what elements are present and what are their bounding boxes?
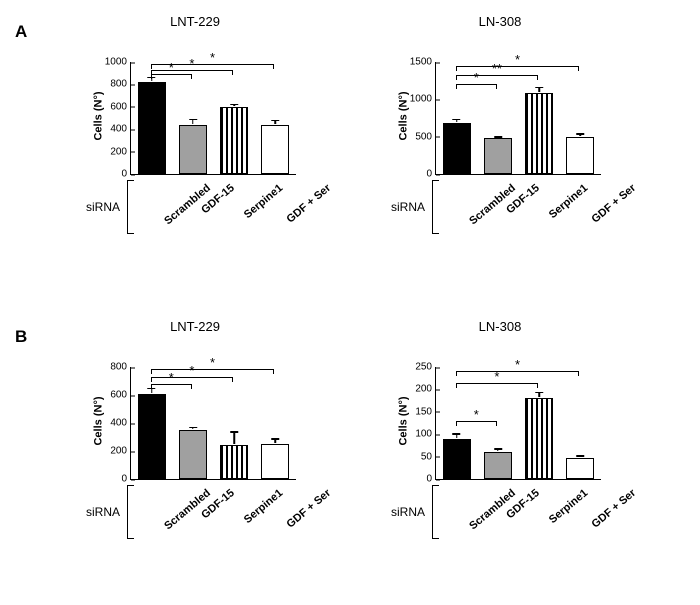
bar-scrambled <box>443 123 471 174</box>
x-tick-label: GDF + Ser <box>590 182 639 226</box>
y-tick: 400 <box>110 418 131 429</box>
y-tick: 200 <box>110 146 131 157</box>
sirna-label: siRNA <box>86 200 120 214</box>
sirna-label: siRNA <box>86 505 120 519</box>
y-tick: 150 <box>415 406 436 417</box>
y-tick: 1000 <box>410 94 436 105</box>
y-tick: 250 <box>415 362 436 373</box>
panel-label-a: A <box>15 22 27 42</box>
chart-title: LN-308 <box>400 14 600 29</box>
bar-scrambled <box>138 82 166 174</box>
chart-title: LN-308 <box>400 319 600 334</box>
y-tick: 600 <box>110 390 131 401</box>
significance-star: * <box>210 356 215 369</box>
chart-title: LNT-229 <box>95 319 295 334</box>
panel-label-b: B <box>15 327 27 347</box>
y-tick: 400 <box>110 124 131 135</box>
sirna-bracket <box>127 485 134 539</box>
chart-B_left: LNT-2290200400600800Cells (N°)ScrambledG… <box>95 335 295 500</box>
bar-gdf-15 <box>484 452 512 479</box>
y-tick: 1500 <box>410 57 436 68</box>
error-bar <box>538 392 540 398</box>
sirna-label: siRNA <box>391 200 425 214</box>
bar-scrambled <box>443 439 471 479</box>
error-bar <box>456 119 458 122</box>
bar-gdf-ser <box>261 444 289 479</box>
significance-star: * <box>474 408 479 421</box>
chart-A_left: LNT-22902004006008001000Cells (N°)Scramb… <box>95 30 295 195</box>
bar-gdf-ser <box>566 458 594 480</box>
y-tick: 0 <box>121 169 131 180</box>
y-tick: 1000 <box>105 57 131 68</box>
y-tick: 800 <box>110 362 131 373</box>
plot-area: 050100150200250 <box>435 367 601 480</box>
significance-star: * <box>515 358 520 371</box>
x-tick-label: Serpine1 <box>547 182 590 221</box>
y-axis-label: Cells (N°) <box>93 91 105 140</box>
y-axis-label: Cells (N°) <box>93 396 105 445</box>
plot-area: 02004006008001000 <box>130 62 296 175</box>
x-tick-label: Serpine1 <box>242 182 285 221</box>
error-bar <box>275 438 277 443</box>
y-tick: 0 <box>121 474 131 485</box>
bar-gdf-15 <box>179 430 207 479</box>
bar-serpine1 <box>525 93 553 174</box>
bar-serpine1 <box>525 398 553 479</box>
significance-star: ** <box>492 62 502 75</box>
sirna-label: siRNA <box>391 505 425 519</box>
sirna-bracket <box>432 180 439 234</box>
y-tick: 0 <box>426 474 436 485</box>
error-bar <box>580 133 582 135</box>
error-bar <box>456 433 458 437</box>
error-bar <box>192 119 194 124</box>
y-axis-label: Cells (N°) <box>398 396 410 445</box>
error-bar <box>580 455 582 456</box>
bar-gdf-15 <box>484 138 512 174</box>
error-bar <box>275 120 277 124</box>
y-tick: 50 <box>421 451 436 462</box>
sirna-bracket <box>432 485 439 539</box>
bar-serpine1 <box>220 445 248 479</box>
error-bar <box>233 431 235 444</box>
significance-star: * <box>515 53 520 66</box>
y-tick: 800 <box>110 79 131 90</box>
error-bar <box>233 104 235 106</box>
x-tick-label: GDF + Ser <box>285 182 334 226</box>
sirna-bracket <box>127 180 134 234</box>
plot-area: 050010001500 <box>435 62 601 175</box>
error-bar <box>192 427 194 429</box>
chart-A_right: LN-308050010001500Cells (N°)ScrambledGDF… <box>400 30 600 195</box>
y-axis-label: Cells (N°) <box>398 91 410 140</box>
significance-star: * <box>189 364 194 377</box>
significance-star: * <box>474 71 479 84</box>
y-tick: 600 <box>110 101 131 112</box>
bar-scrambled <box>138 394 166 479</box>
y-tick: 200 <box>110 446 131 457</box>
x-tick-label: GDF + Ser <box>590 487 639 531</box>
chart-title: LNT-229 <box>95 14 295 29</box>
y-tick: 100 <box>415 429 436 440</box>
x-tick-label: Serpine1 <box>547 487 590 526</box>
y-tick: 500 <box>415 131 436 142</box>
bar-serpine1 <box>220 107 248 174</box>
bar-gdf-ser <box>261 125 289 174</box>
bar-gdf-15 <box>179 125 207 174</box>
error-bar <box>497 136 499 137</box>
error-bar <box>497 448 499 451</box>
bar-gdf-ser <box>566 137 594 174</box>
significance-star: * <box>210 51 215 64</box>
y-tick: 0 <box>426 169 436 180</box>
x-tick-label: Serpine1 <box>242 487 285 526</box>
y-tick: 200 <box>415 384 436 395</box>
chart-B_right: LN-308050100150200250Cells (N°)Scrambled… <box>400 335 600 500</box>
error-bar <box>538 87 540 92</box>
x-tick-label: GDF + Ser <box>285 487 334 531</box>
